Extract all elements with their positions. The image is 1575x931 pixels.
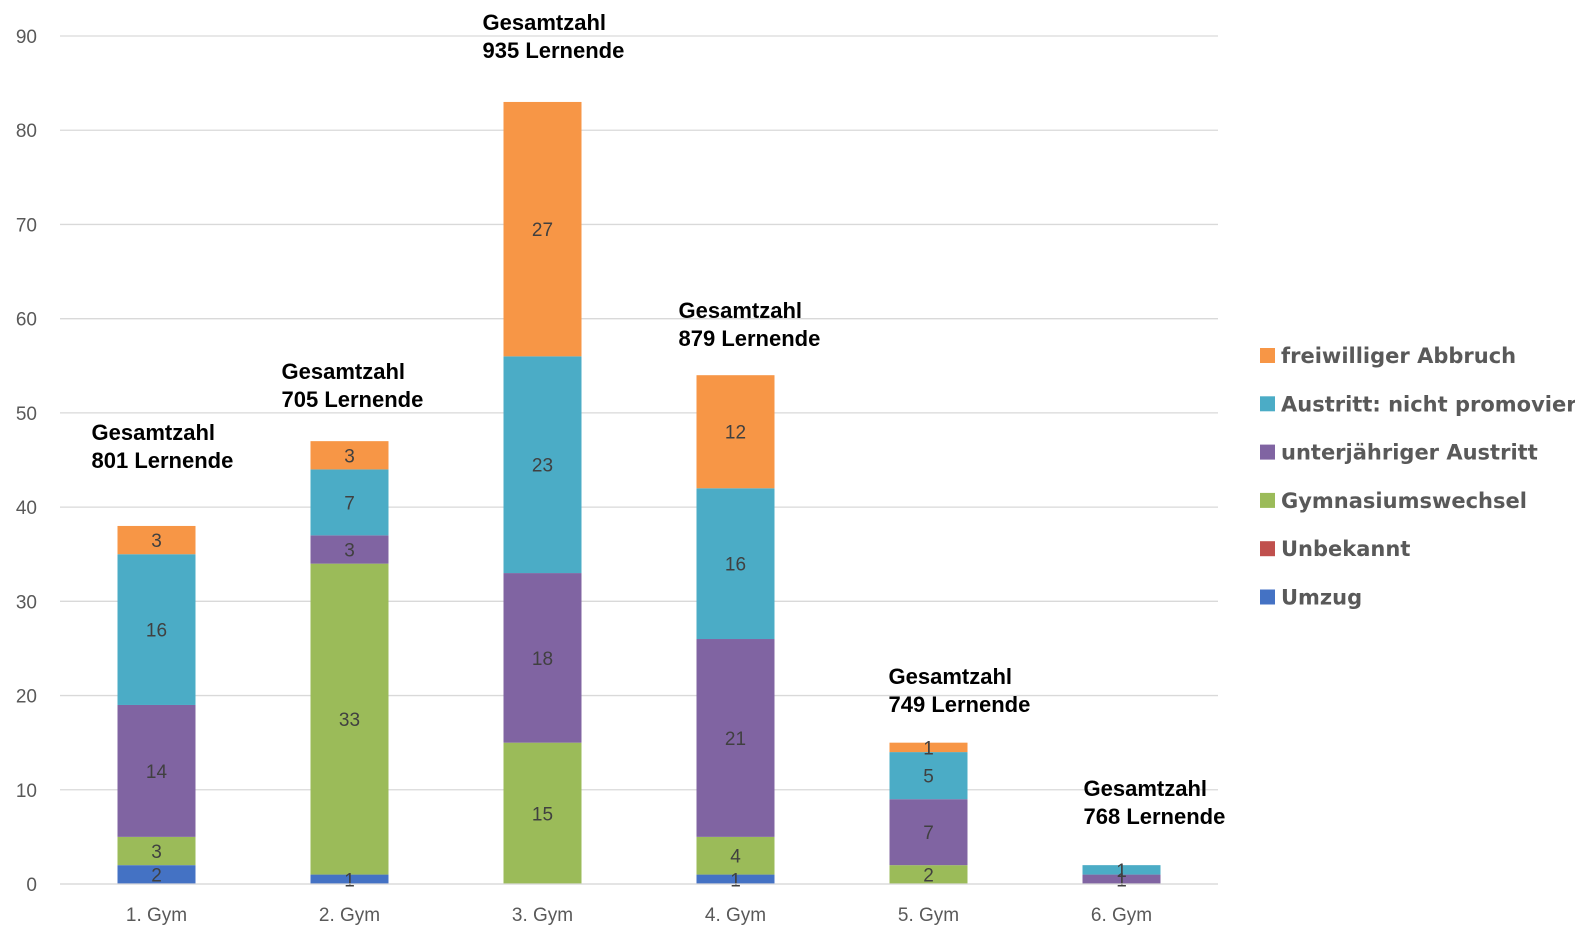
- bar-segment: [310, 441, 389, 470]
- bar-segment: [117, 525, 196, 555]
- x-tick-label: 1. Gym: [126, 905, 187, 926]
- segment-value-label: 1: [1116, 861, 1127, 882]
- bar-segment: [117, 554, 196, 705]
- total-annotations: Gesamtzahl 801 Lernende Gesamtzahl 705 Lern…: [92, 10, 1226, 829]
- bar-segment: [696, 375, 775, 489]
- segment-value-label: 3: [344, 446, 355, 467]
- bar-segment: [503, 742, 582, 884]
- y-tick-label: 10: [16, 781, 37, 802]
- total-annotation-title: Gesamtzahl: [92, 420, 216, 445]
- legend-swatch: [1260, 348, 1275, 363]
- legend: freiwilliger Abbruch Austritt: nicht prom…: [1260, 344, 1575, 610]
- x-tick-label: 3. Gym: [512, 905, 573, 926]
- segment-value-label: 18: [532, 649, 553, 670]
- bar-segment: [1082, 874, 1161, 884]
- bar-stacks: [117, 101, 1161, 884]
- bar-segment: [117, 704, 196, 837]
- bar-segment: [503, 356, 582, 574]
- y-tick-label: 40: [16, 498, 37, 519]
- x-tick-label: 5. Gym: [898, 905, 959, 926]
- bar-segment: [889, 865, 968, 884]
- segment-value-label: 23: [532, 456, 553, 477]
- bar-segment: [696, 639, 775, 837]
- total-annotation-count: 935 Lernende: [483, 38, 625, 63]
- legend-swatch: [1260, 492, 1275, 508]
- bar-segment: [503, 573, 582, 743]
- bar-segment: [117, 836, 196, 866]
- bar-segment: [889, 752, 968, 800]
- segment-value-label: 12: [725, 423, 746, 444]
- total-annotation-title: Gesamtzahl: [282, 359, 406, 384]
- total-annotation-title: Gesamtzahl: [889, 664, 1013, 689]
- y-axis-ticks: 0 10 20 30 40 50 60 70 80 90: [16, 27, 37, 896]
- y-tick-label: 0: [26, 875, 37, 896]
- total-annotation-title: Gesamtzahl: [1084, 776, 1208, 801]
- segment-value-label: 1: [923, 738, 934, 759]
- bar-segment: [310, 563, 389, 875]
- total-annotation-count: 705 Lernende: [282, 387, 424, 412]
- segment-value-label: 2: [151, 866, 162, 887]
- segment-value-label: 16: [146, 621, 167, 642]
- y-tick-label: 80: [16, 121, 37, 142]
- x-tick-label: 6. Gym: [1091, 905, 1152, 926]
- segment-value-label: 1: [1116, 870, 1127, 891]
- gridlines: [60, 35, 1218, 885]
- x-tick-label: 2. Gym: [319, 905, 380, 926]
- segment-value-label: 3: [151, 842, 162, 863]
- y-tick-label: 70: [16, 215, 37, 236]
- bar-segment: [310, 874, 389, 884]
- legend-label: Umzug: [1281, 586, 1362, 610]
- bar-segment: [310, 535, 389, 564]
- bar-segment: [889, 799, 968, 866]
- legend-label: Gymnasiumswechsel: [1281, 489, 1527, 513]
- segment-value-label: 21: [725, 729, 746, 750]
- bar-segment: [503, 101, 582, 357]
- y-tick-label: 50: [16, 404, 37, 425]
- legend-label: freiwilliger Abbruch: [1281, 344, 1516, 368]
- segment-value-label: 7: [923, 823, 934, 844]
- segment-value-label: 33: [339, 710, 360, 731]
- bar-segment: [117, 865, 196, 884]
- y-tick-label: 60: [16, 310, 37, 331]
- bar-segment: [696, 874, 775, 884]
- legend-swatch: [1260, 541, 1275, 557]
- segment-value-label: 1: [730, 870, 741, 891]
- legend-swatch: [1260, 589, 1275, 605]
- y-tick-label: 30: [16, 592, 37, 613]
- segment-value-label: 4: [730, 847, 741, 868]
- bar-segment: [310, 469, 389, 536]
- legend-label: unterjähriger Austritt: [1281, 441, 1538, 465]
- total-annotation-count: 749 Lernende: [889, 692, 1031, 717]
- segment-value-label: 27: [532, 220, 553, 241]
- legend-label: Austritt: nicht promoviert: [1281, 392, 1575, 416]
- bar-segment: [889, 742, 968, 753]
- y-tick-label: 20: [16, 687, 37, 708]
- segment-value-label: 2: [923, 866, 934, 887]
- segment-value-label: 5: [923, 767, 934, 788]
- segment-value-label: 3: [344, 541, 355, 562]
- total-annotation-title: Gesamtzahl: [483, 10, 607, 35]
- legend-label: Unbekannt: [1281, 537, 1410, 561]
- segment-value-label: 15: [532, 804, 553, 825]
- total-annotation-count: 879 Lernende: [679, 326, 821, 351]
- total-annotation-title: Gesamtzahl: [679, 298, 803, 323]
- segment-value-label: 1: [344, 870, 355, 891]
- segment-value-label: 7: [344, 493, 355, 514]
- legend-swatch: [1260, 396, 1275, 412]
- segment-value-label: 14: [146, 762, 168, 783]
- segment-value-label: 16: [725, 555, 746, 576]
- x-tick-label: 4. Gym: [705, 905, 766, 926]
- y-tick-label: 90: [16, 27, 37, 48]
- bar-segment: [696, 488, 775, 640]
- total-annotation-count: 801 Lernende: [92, 448, 234, 473]
- legend-swatch: [1260, 444, 1275, 460]
- bar-segment: [1082, 865, 1161, 875]
- bar-segment: [696, 836, 775, 875]
- x-axis: 1. Gym 2. Gym 3. Gym 4. Gym 5. Gym 6. Gym: [60, 883, 1218, 926]
- segment-value-label: 3: [151, 531, 162, 552]
- total-annotation-count: 768 Lernende: [1084, 804, 1226, 829]
